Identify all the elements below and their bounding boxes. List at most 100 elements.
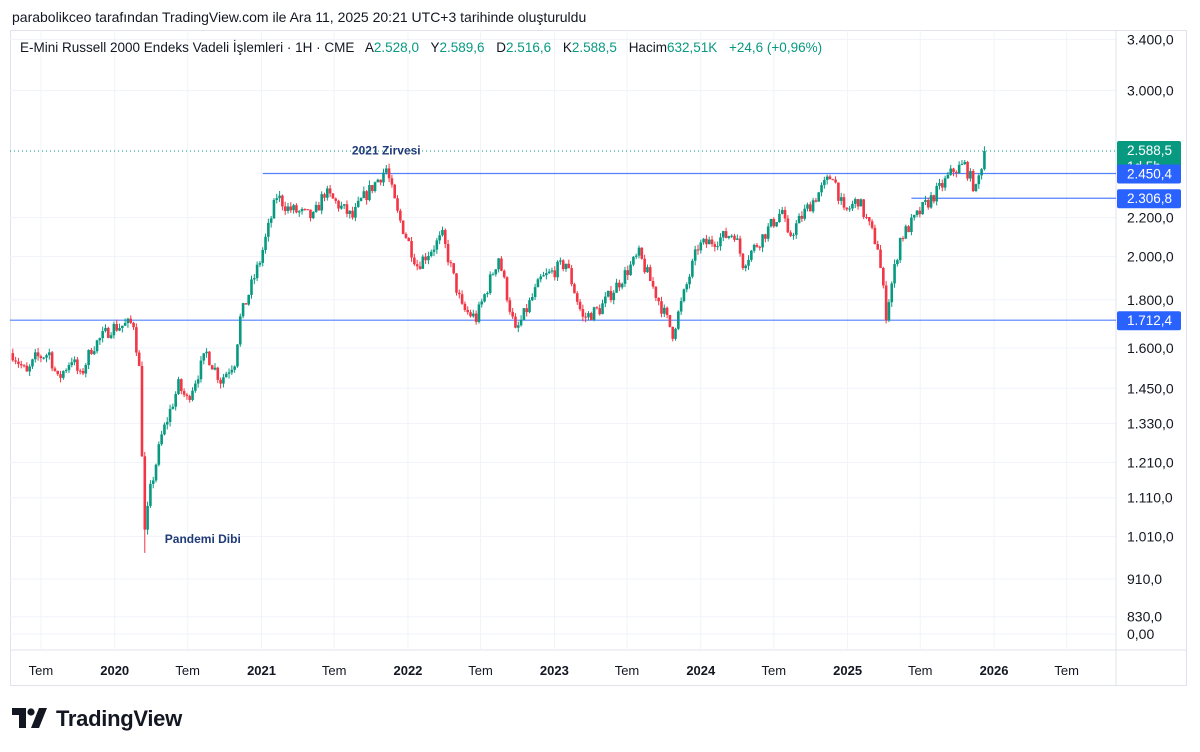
- candle: [121, 325, 124, 333]
- candle-body: [508, 300, 512, 312]
- candle-body: [977, 175, 981, 185]
- candle: [660, 296, 663, 318]
- candle: [435, 237, 439, 254]
- candle-body: [78, 370, 82, 372]
- candle-body: [92, 351, 96, 355]
- candle-body: [399, 210, 402, 221]
- candle: [865, 213, 868, 220]
- candle: [589, 311, 593, 321]
- candle-body: [674, 328, 677, 339]
- candle-body: [946, 174, 950, 179]
- price-tick-label: 1.330,0: [1127, 416, 1174, 432]
- candle: [292, 203, 295, 214]
- candle: [165, 417, 169, 430]
- candle-body: [19, 364, 23, 366]
- candle: [935, 182, 938, 206]
- candle-body: [342, 204, 346, 206]
- candle-body: [806, 204, 809, 209]
- candle-body: [486, 293, 489, 295]
- candle-body: [848, 208, 851, 210]
- candle-body: [522, 308, 526, 320]
- candle: [250, 275, 253, 299]
- candle: [598, 304, 602, 316]
- candle-body: [328, 188, 332, 194]
- time-tick-label: 2023: [540, 663, 569, 678]
- candle-body: [376, 179, 380, 183]
- candle: [817, 191, 821, 202]
- price-tick-label: 2.200,0: [1127, 210, 1174, 226]
- candle: [620, 282, 624, 290]
- candle-series: [11, 146, 986, 553]
- candle-body: [696, 249, 700, 251]
- candle-body: [45, 355, 48, 358]
- candle: [851, 200, 854, 211]
- candle-body: [809, 204, 812, 212]
- tradingview-logo[interactable]: TradingView: [12, 706, 182, 732]
- candle: [612, 290, 616, 305]
- candle: [609, 286, 613, 303]
- candle-body: [70, 362, 74, 366]
- candle-body: [491, 274, 495, 276]
- candle-body: [326, 188, 329, 198]
- level-tag-text: 2.450,4: [1127, 166, 1173, 181]
- candle: [342, 204, 346, 210]
- candle: [370, 184, 374, 194]
- candle-body: [432, 249, 436, 252]
- candle-body: [792, 234, 795, 236]
- candle-body: [424, 256, 427, 261]
- candle-body: [25, 365, 29, 372]
- candle-body: [196, 379, 200, 384]
- candle-body: [879, 249, 882, 268]
- candle-body: [384, 168, 388, 173]
- price-chart[interactable]: 2021 Zirvesi Pandemi Dibi 3.400,0 3.000,0 2…: [0, 0, 1200, 700]
- volume-value: 632,51K: [666, 40, 718, 55]
- candle-body: [912, 214, 916, 218]
- candle-body: [971, 171, 975, 192]
- candle-body: [457, 292, 461, 295]
- candle-body: [213, 367, 217, 370]
- candle-body: [525, 308, 528, 313]
- candle-body: [896, 260, 899, 265]
- candle-body: [511, 311, 514, 317]
- candle: [28, 364, 31, 377]
- candle: [334, 197, 338, 204]
- candle-body: [615, 282, 618, 293]
- candle: [33, 348, 37, 363]
- candle: [648, 264, 652, 282]
- candle-body: [581, 309, 585, 317]
- candle: [480, 298, 484, 308]
- candle: [368, 180, 371, 202]
- candle-body: [550, 270, 554, 272]
- candle-body: [778, 213, 781, 223]
- candle-body: [253, 278, 256, 280]
- candle-body: [390, 178, 394, 185]
- candle: [758, 245, 762, 251]
- candle: [160, 430, 163, 446]
- candle-body: [780, 210, 784, 214]
- candle-body: [146, 505, 149, 530]
- candle: [146, 501, 149, 535]
- candle-body: [427, 255, 430, 261]
- candle: [306, 209, 309, 211]
- candle: [401, 220, 405, 235]
- candle-body: [570, 268, 573, 285]
- candle: [474, 310, 478, 325]
- candle-body: [28, 366, 31, 372]
- candle-body: [168, 408, 172, 422]
- candle: [289, 202, 293, 214]
- candle-body: [514, 316, 517, 328]
- candle-body: [578, 301, 582, 310]
- candle: [533, 283, 537, 300]
- candle: [31, 358, 34, 369]
- candle-body: [710, 239, 714, 245]
- candle-body: [382, 172, 385, 183]
- candle-body: [401, 220, 405, 234]
- candle: [738, 235, 742, 257]
- candle-body: [741, 253, 745, 269]
- candle-body: [98, 338, 102, 341]
- candle: [154, 463, 158, 483]
- candle: [457, 289, 461, 299]
- candle: [328, 184, 332, 198]
- candle: [564, 263, 568, 272]
- candle-body: [876, 244, 880, 250]
